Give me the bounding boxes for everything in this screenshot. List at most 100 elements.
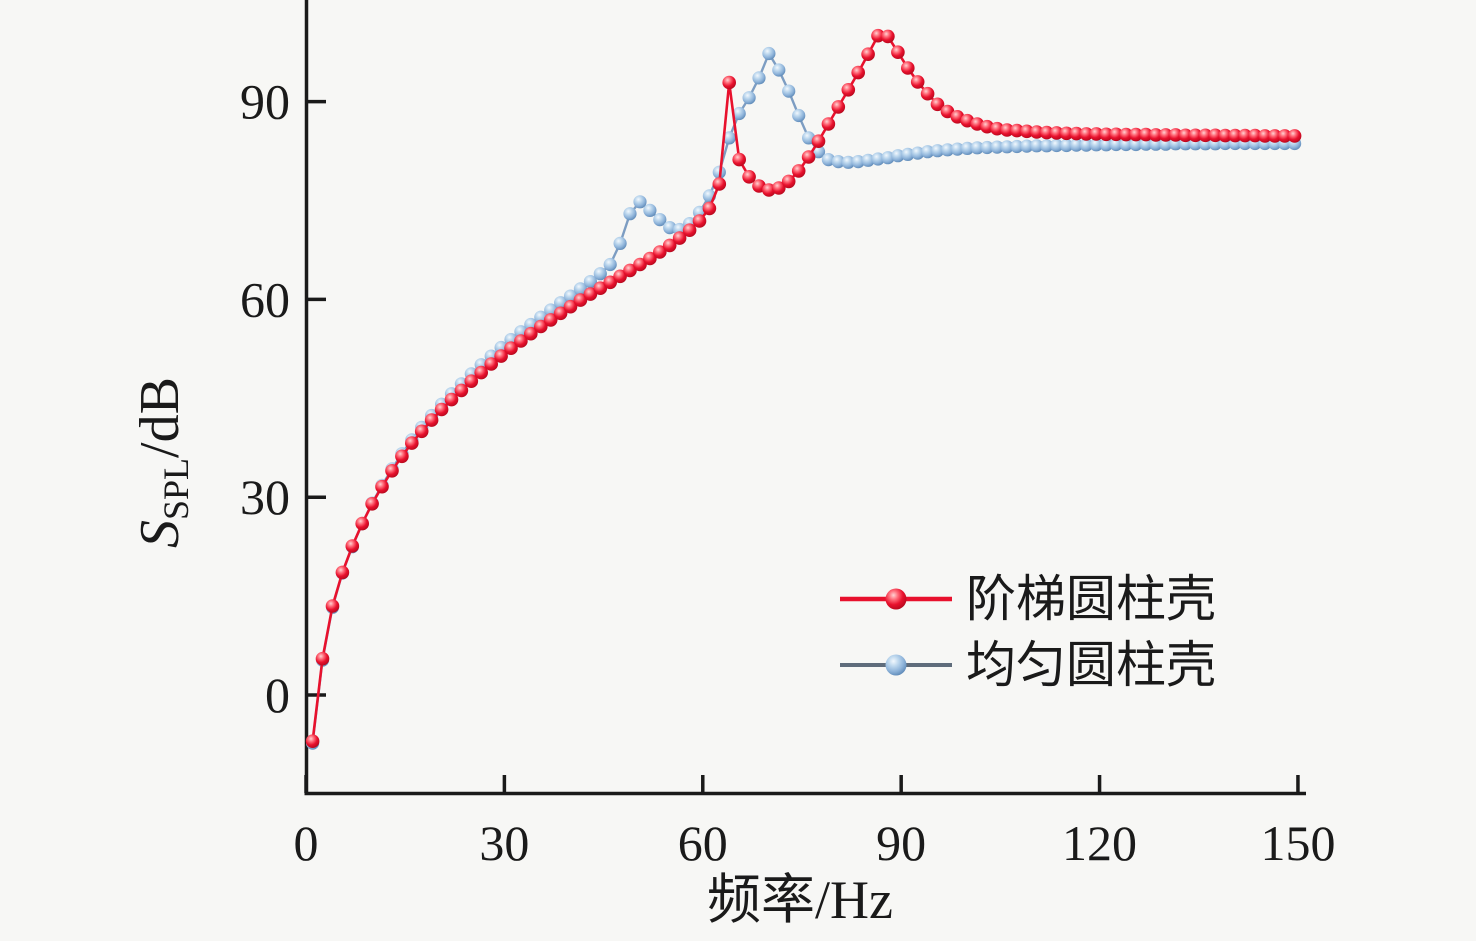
data-point-marker: [643, 251, 657, 266]
data-point-marker: [851, 65, 865, 80]
data-point-marker: [1109, 127, 1123, 142]
data-point-marker: [702, 201, 717, 216]
data-point-marker: [365, 497, 379, 511]
data-point-marker: [1089, 127, 1104, 141]
data-point-marker: [1238, 128, 1252, 143]
y-axis-title-symbol: S: [129, 520, 191, 548]
data-point-marker: [633, 257, 647, 272]
y-tick-label: 0: [265, 667, 290, 723]
data-point-marker: [1099, 127, 1113, 142]
data-point-marker: [742, 170, 756, 184]
data-point-marker: [841, 83, 856, 97]
data-point-marker: [1218, 128, 1232, 143]
x-axis-title: 频率/Hz: [707, 870, 893, 930]
data-point-marker: [603, 275, 617, 290]
data-point-marker: [940, 143, 955, 157]
data-point-marker: [484, 357, 499, 371]
y-tick-label: 90: [240, 74, 290, 130]
data-point-marker: [315, 651, 330, 666]
data-point-marker: [692, 214, 707, 228]
data-point-marker: [1287, 129, 1302, 143]
data-point-marker: [1079, 127, 1094, 141]
data-point-marker: [1059, 138, 1074, 153]
data-point-marker: [1228, 128, 1242, 143]
data-point-marker: [1049, 126, 1064, 140]
data-point-marker: [424, 413, 439, 427]
data-point-marker: [1149, 137, 1163, 151]
data-point-marker: [355, 516, 370, 531]
x-tick-label: 90: [876, 815, 926, 871]
data-point-marker: [633, 195, 647, 209]
data-point-marker: [1119, 127, 1133, 142]
data-point-marker: [514, 334, 528, 348]
x-tick-label: 150: [1260, 815, 1335, 871]
data-point-marker: [593, 281, 608, 296]
data-point-marker: [1010, 123, 1024, 138]
x-tick-label: 0: [294, 815, 319, 871]
data-point-marker: [1119, 137, 1133, 152]
y-tick-label: 60: [240, 271, 290, 327]
data-point-marker: [1040, 139, 1054, 153]
data-point-marker: [901, 61, 915, 75]
data-point-marker: [524, 326, 538, 341]
data-point-marker: [1029, 125, 1044, 139]
data-point-marker: [335, 565, 350, 580]
data-point-marker: [891, 45, 905, 59]
data-point-marker: [722, 75, 736, 90]
data-point-marker: [395, 449, 409, 464]
data-point-marker: [990, 140, 1004, 154]
data-point-marker: [910, 75, 925, 89]
data-point-marker: [1129, 137, 1143, 152]
data-point-marker: [1089, 138, 1103, 152]
x-tick-label: 120: [1062, 815, 1137, 871]
y-tick-label: 30: [240, 469, 290, 525]
data-point-marker: [1129, 127, 1143, 142]
data-point-marker: [782, 84, 796, 98]
data-point-marker: [662, 238, 677, 253]
data-point-marker: [405, 436, 419, 450]
data-point-marker: [494, 349, 508, 363]
data-point-marker: [434, 402, 449, 417]
data-point-marker: [1277, 129, 1292, 143]
data-point-marker: [583, 275, 598, 289]
data-point-marker: [375, 479, 389, 494]
x-tick-label: 30: [479, 815, 529, 871]
data-point-marker: [781, 174, 796, 189]
data-point-marker: [1208, 128, 1223, 143]
data-point-marker: [1178, 128, 1193, 143]
legend-label-uniform: 均匀圆柱壳: [966, 637, 1216, 693]
data-point-marker: [1139, 137, 1153, 151]
data-point-marker: [1248, 128, 1262, 143]
data-point-marker: [930, 144, 945, 158]
data-point-marker: [385, 464, 399, 478]
data-point-marker: [1159, 137, 1173, 151]
legend-label-stepped: 阶梯圆柱壳: [966, 571, 1216, 627]
data-point-marker: [1069, 138, 1083, 152]
data-point-marker: [454, 383, 469, 398]
data-point-marker: [543, 313, 558, 327]
data-point-marker: [871, 28, 885, 43]
data-point-marker: [990, 121, 1004, 136]
data-point-marker: [1010, 139, 1024, 154]
data-point-marker: [623, 207, 637, 221]
data-point-marker: [732, 106, 746, 121]
data-point-marker: [821, 117, 836, 131]
data-point-marker: [1149, 128, 1163, 142]
data-point-marker: [1020, 124, 1034, 139]
data-point-marker: [653, 213, 667, 227]
data-point-marker: [752, 71, 766, 85]
x-tick-label: 60: [678, 815, 728, 871]
data-point-marker: [901, 147, 915, 161]
data-point-marker: [444, 392, 459, 407]
data-point-marker: [1258, 129, 1272, 143]
data-point-marker: [921, 145, 935, 159]
data-point-marker: [1020, 139, 1034, 153]
data-point-marker: [1158, 128, 1173, 142]
data-point-marker: [345, 539, 360, 553]
data-point-marker: [762, 46, 776, 61]
data-point-marker: [643, 203, 657, 217]
data-point-marker: [1059, 126, 1074, 141]
legend-marker-stepped: [885, 588, 907, 610]
